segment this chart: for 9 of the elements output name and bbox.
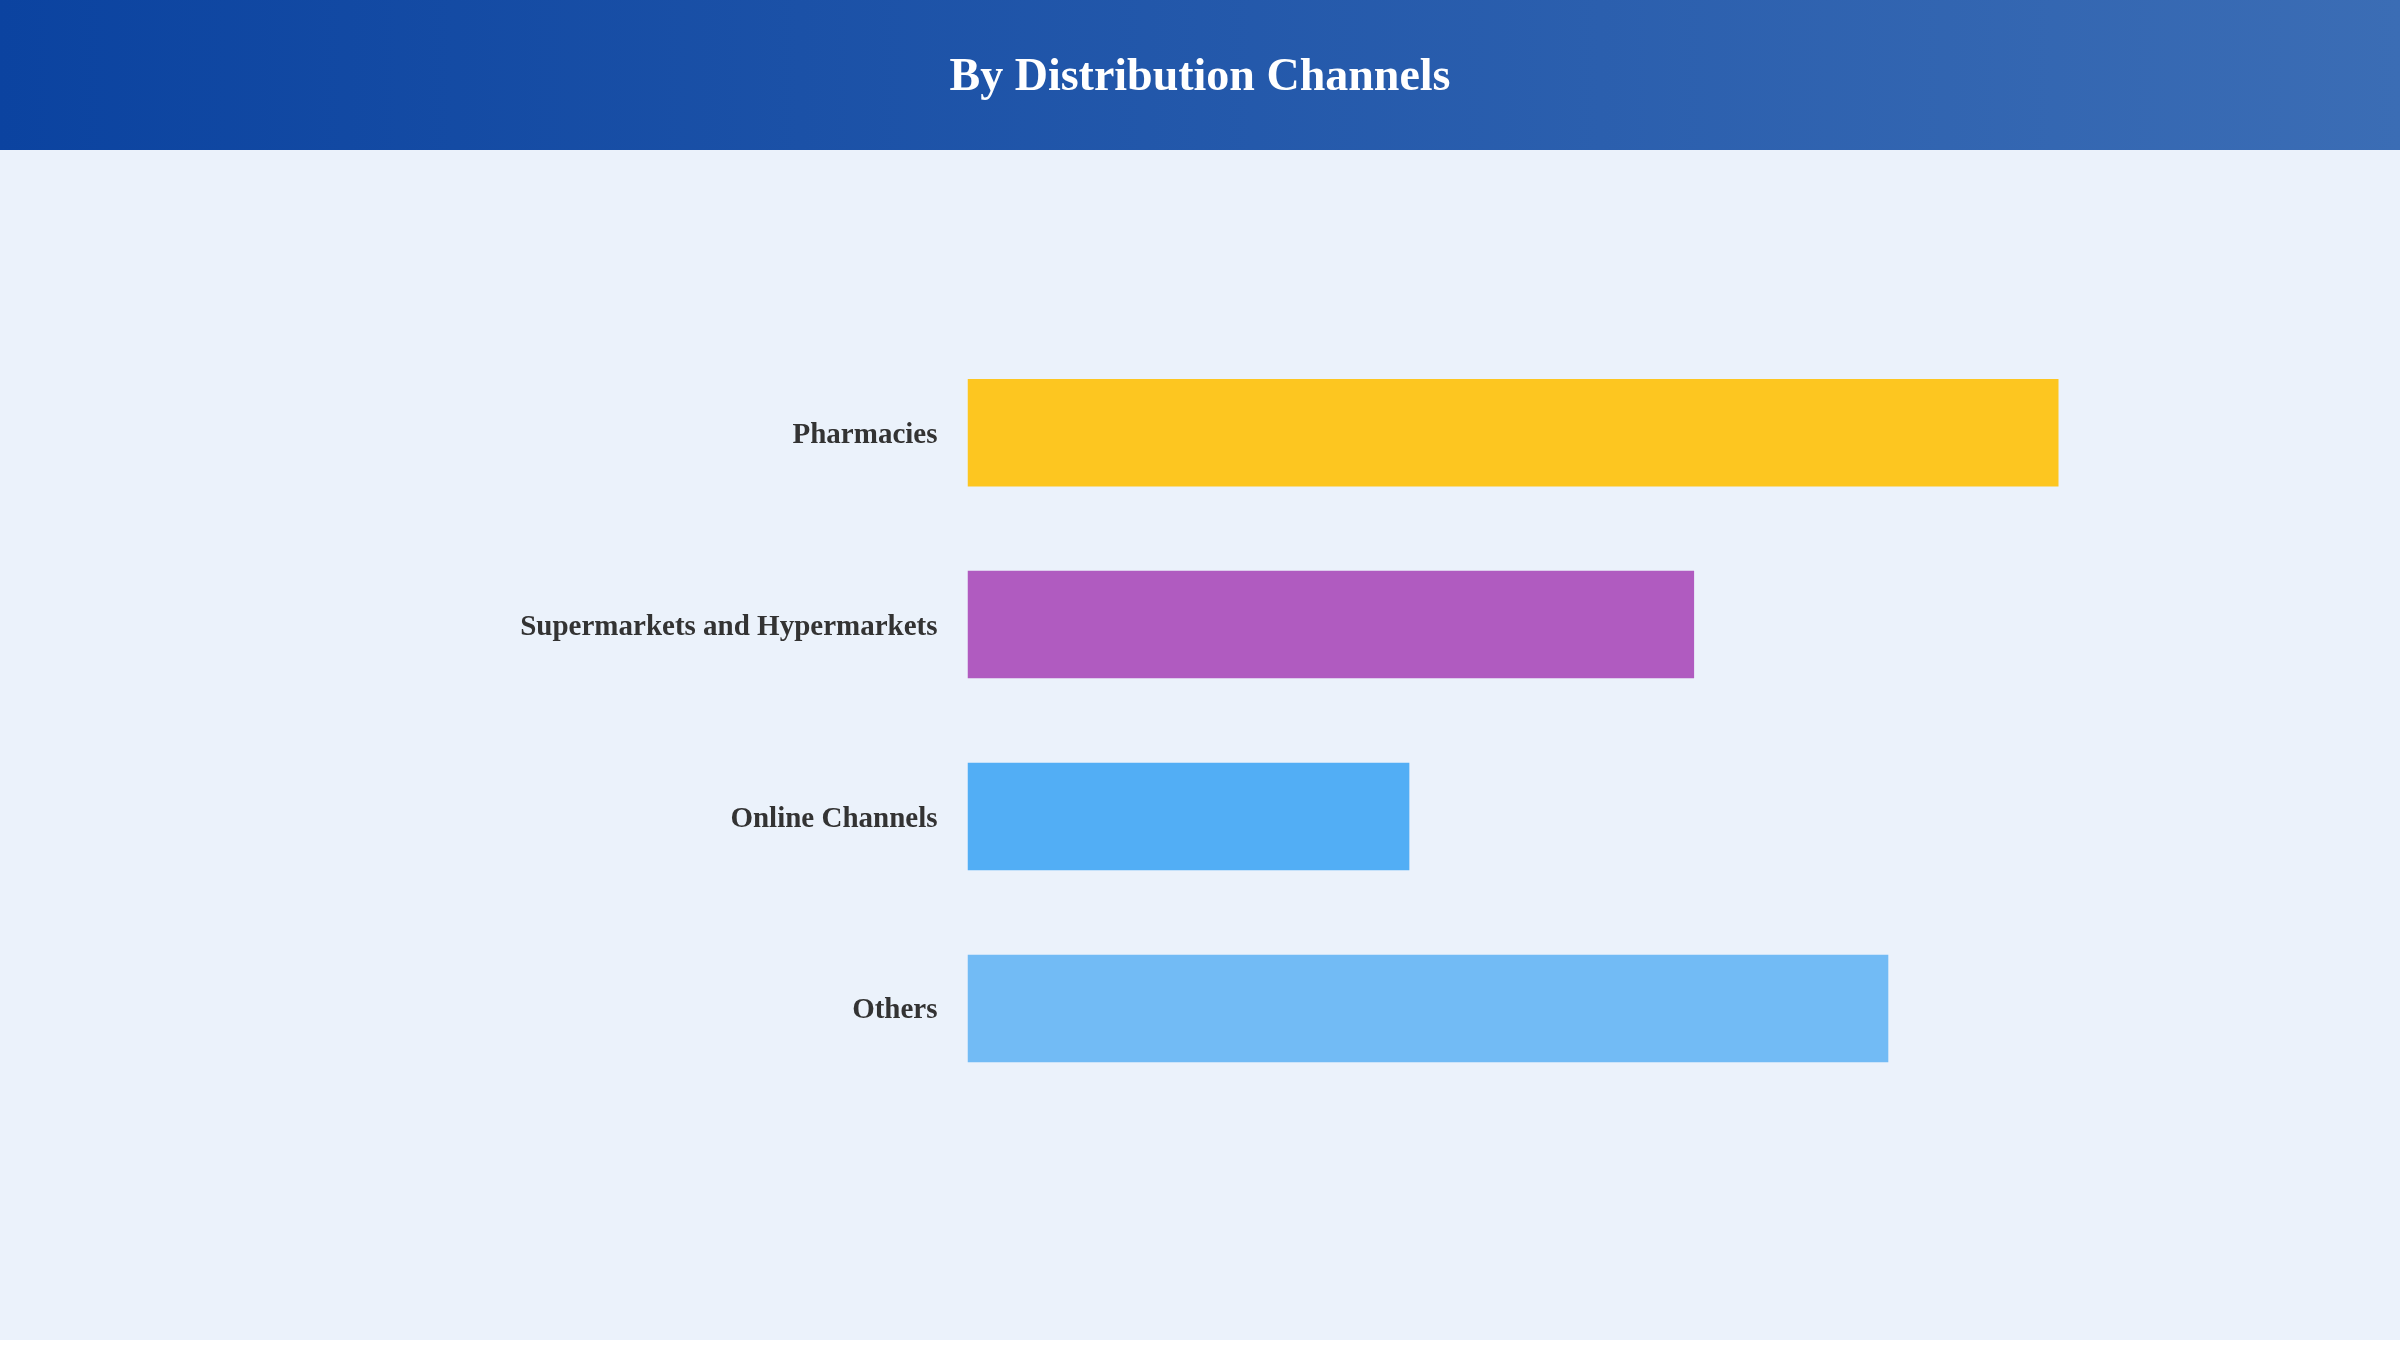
bar (967, 954, 1889, 1063)
y-tick-label: Others (852, 992, 938, 1025)
bar (967, 762, 1410, 871)
y-tick-label: Supermarkets and Hypermarkets (520, 608, 938, 641)
y-tick-label: Pharmacies (792, 416, 938, 449)
bar (967, 570, 1695, 679)
bar (967, 378, 2059, 487)
y-tick-label: Online Channels (730, 800, 938, 833)
chart-title: By Distribution Channels (949, 48, 1451, 103)
